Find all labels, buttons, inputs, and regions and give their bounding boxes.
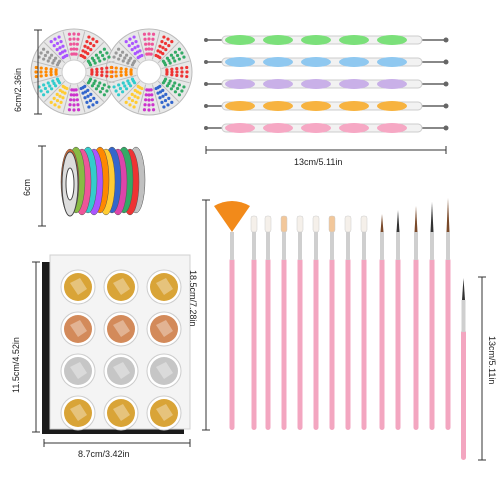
foil-flake-jar bbox=[103, 311, 139, 347]
foil-height-line bbox=[32, 261, 40, 433]
nail-brush bbox=[328, 215, 336, 430]
foil-flake-jar bbox=[103, 269, 139, 305]
foil-flake-jar bbox=[60, 395, 96, 431]
nail-brush bbox=[379, 214, 385, 430]
foil-height-label: 11.5cm/4.52in bbox=[11, 337, 21, 393]
foil-flake-jar bbox=[146, 311, 182, 347]
nail-brush bbox=[250, 215, 258, 430]
wheels-height-label: 6cm/2.36in bbox=[13, 67, 23, 112]
nail-brush bbox=[312, 215, 320, 430]
tape-height-label: 6cm bbox=[22, 178, 32, 196]
nail-brush bbox=[360, 215, 368, 430]
nail-brush bbox=[214, 201, 250, 430]
nail-brush bbox=[395, 210, 401, 430]
foil-flake-jar bbox=[146, 353, 182, 389]
rhinestone-wheels bbox=[30, 28, 193, 116]
dotting-tool bbox=[204, 101, 449, 111]
liner-brush bbox=[461, 278, 466, 460]
nail-brush bbox=[413, 206, 419, 430]
liner-height-label: 13cm/5.11in bbox=[487, 336, 497, 385]
wheels-height-line bbox=[34, 29, 42, 115]
dotting-width-label: 13cm/5.11in bbox=[294, 157, 343, 167]
dotting-width-line bbox=[205, 146, 447, 154]
dotting-tools bbox=[204, 35, 449, 133]
dotting-tool bbox=[204, 35, 449, 45]
nail-brush bbox=[429, 202, 435, 430]
dotting-tool bbox=[204, 123, 449, 133]
brushes-height-label: 18.5cm/7.28in bbox=[188, 270, 198, 327]
foil-flake-jar bbox=[146, 269, 182, 305]
liner-height-line bbox=[478, 276, 486, 461]
foil-flake-jar bbox=[60, 311, 96, 347]
foil-flake-jar bbox=[103, 353, 139, 389]
striping-tape-rolls bbox=[60, 146, 146, 217]
nail-brush bbox=[344, 215, 352, 430]
nail-brush bbox=[445, 198, 451, 430]
foil-width-label: 8.7cm/3.42in bbox=[78, 449, 130, 459]
nail-brush bbox=[296, 215, 304, 430]
dotting-tool bbox=[204, 57, 449, 67]
foil-flakes-box bbox=[42, 254, 191, 434]
foil-width-line bbox=[43, 439, 191, 447]
tape-height-line bbox=[38, 145, 46, 227]
foil-flake-jar bbox=[60, 269, 96, 305]
foil-flake-jar bbox=[60, 353, 96, 389]
nail-brush bbox=[280, 215, 288, 430]
brushes-height-line bbox=[202, 199, 210, 431]
dotting-tool bbox=[204, 79, 449, 89]
foil-flake-jar bbox=[146, 395, 182, 431]
nail-art-brushes bbox=[214, 198, 466, 460]
foil-flake-jar bbox=[103, 395, 139, 431]
nail-brush bbox=[264, 215, 272, 430]
